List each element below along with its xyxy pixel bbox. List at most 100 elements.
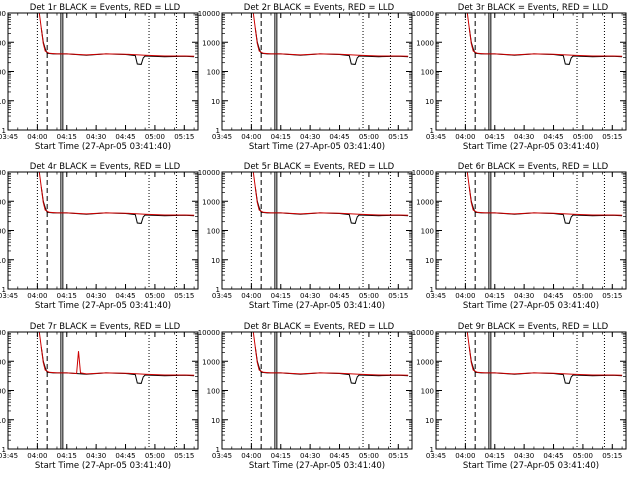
x-tick-label: 04:45	[543, 292, 563, 300]
detector-plot-2: Det 2r BLACK = Events, RED = LLD 1 10 100 10…	[198, 3, 413, 152]
x-tick-label: 04:00	[455, 452, 475, 460]
x-tick-label: 05:15	[388, 452, 408, 460]
x-tick-label: 04:45	[329, 292, 349, 300]
x-tick-label: 04:00	[455, 133, 475, 141]
series-line-events	[254, 187, 409, 224]
y-tick-label: 10000	[412, 329, 434, 337]
plot-title: Det 9r BLACK = Events, RED = LLD	[458, 322, 609, 332]
y-tick-label: 10	[425, 257, 434, 265]
y-tick-label: 1	[216, 127, 220, 135]
series-line-events	[468, 28, 623, 65]
plot-frame	[435, 331, 627, 450]
x-tick-label: 04:45	[115, 133, 135, 141]
y-tick-label: 100	[421, 228, 434, 236]
y-tick-label: 1	[430, 127, 434, 135]
detector-plot-9: Det 9r BLACK = Events, RED = LLD 1 10 100 10…	[412, 322, 627, 471]
y-tick-label: 1000	[202, 198, 220, 206]
y-tick-label: 1	[430, 286, 434, 294]
x-tick-label: 03:45	[212, 452, 232, 460]
x-tick-label: 04:00	[27, 133, 47, 141]
detector-plot-3: Det 3r BLACK = Events, RED = LLD 1 10 100 10…	[412, 3, 627, 152]
y-tick-label: 100	[0, 228, 6, 236]
series-line-events	[468, 347, 623, 384]
x-tick-label: 04:45	[543, 452, 563, 460]
x-tick-label: 04:00	[241, 292, 261, 300]
x-tick-label: 05:15	[602, 133, 622, 141]
x-tick-label: 04:00	[27, 292, 47, 300]
x-tick-label: 04:30	[86, 133, 106, 141]
x-axis-label: Start Time (27-Apr-05 03:41:40)	[463, 142, 599, 152]
y-tick-label: 1000	[0, 39, 6, 47]
x-axis-label: Start Time (27-Apr-05 03:41:40)	[35, 461, 171, 471]
x-axis-label: Start Time (27-Apr-05 03:41:40)	[35, 301, 171, 311]
x-tick-label: 03:45	[0, 452, 18, 460]
y-tick-label: 10	[0, 257, 6, 265]
x-tick-label: 03:45	[426, 452, 446, 460]
x-tick-label: 04:30	[300, 292, 320, 300]
x-tick-label: 05:00	[145, 292, 165, 300]
x-tick-label: 04:45	[115, 292, 135, 300]
x-tick-label: 05:15	[388, 292, 408, 300]
x-tick-label: 04:15	[271, 133, 291, 141]
x-tick-label: 05:15	[174, 292, 194, 300]
plot-title: Det 4r BLACK = Events, RED = LLD	[30, 162, 181, 172]
x-tick-label: 04:00	[241, 133, 261, 141]
y-tick-label: 10	[425, 417, 434, 425]
plot-title: Det 3r BLACK = Events, RED = LLD	[458, 3, 609, 13]
y-tick-label: 10000	[0, 10, 6, 18]
x-tick-label: 05:15	[174, 133, 194, 141]
series-line-events	[40, 28, 195, 65]
plot-frame	[435, 171, 627, 290]
plot-title: Det 1r BLACK = Events, RED = LLD	[30, 3, 181, 13]
x-tick-label: 05:00	[573, 452, 593, 460]
x-tick-label: 04:15	[271, 452, 291, 460]
plot-frame	[7, 331, 199, 450]
y-tick-label: 1	[216, 286, 220, 294]
x-tick-label: 04:45	[115, 452, 135, 460]
x-tick-label: 05:00	[359, 292, 379, 300]
y-tick-label: 100	[207, 228, 220, 236]
x-tick-label: 03:45	[426, 292, 446, 300]
y-tick-label: 100	[0, 69, 6, 77]
detector-plot-5: Det 5r BLACK = Events, RED = LLD 1 10 100 10…	[198, 162, 413, 311]
plot-title: Det 5r BLACK = Events, RED = LLD	[244, 162, 395, 172]
x-tick-label: 05:15	[174, 452, 194, 460]
series-line-lld	[466, 332, 623, 376]
series-line-lld	[38, 172, 195, 216]
y-tick-label: 1000	[202, 358, 220, 366]
series-line-lld	[252, 172, 409, 216]
y-tick-label: 10	[211, 417, 220, 425]
x-tick-label: 04:30	[514, 452, 534, 460]
y-tick-label: 10	[0, 98, 6, 106]
y-tick-label: 1	[430, 446, 434, 454]
x-axis-label: Start Time (27-Apr-05 03:41:40)	[463, 461, 599, 471]
x-tick-label: 04:00	[27, 452, 47, 460]
series-line-lld	[466, 13, 623, 57]
y-tick-label: 1	[2, 446, 6, 454]
plot-frame	[7, 171, 199, 290]
y-tick-label: 100	[207, 388, 220, 396]
x-tick-label: 05:00	[145, 133, 165, 141]
x-tick-label: 04:15	[57, 452, 77, 460]
x-tick-label: 04:15	[485, 133, 505, 141]
series-line-events	[468, 187, 623, 224]
series-line-lld	[252, 332, 409, 376]
x-tick-label: 04:15	[485, 452, 505, 460]
y-tick-label: 1	[2, 127, 6, 135]
detector-plot-7: Det 7r BLACK = Events, RED = LLDCounts/s…	[0, 322, 199, 471]
x-axis-label: Start Time (27-Apr-05 03:41:40)	[249, 142, 385, 152]
y-tick-label: 10	[211, 98, 220, 106]
plot-frame	[221, 12, 413, 131]
y-tick-label: 100	[0, 388, 6, 396]
x-tick-label: 05:00	[145, 452, 165, 460]
series-line-events	[254, 347, 409, 384]
detector-plot-4: Det 4r BLACK = Events, RED = LLDCounts/s…	[0, 162, 199, 311]
series-line-lld	[466, 172, 623, 216]
y-tick-label: 10000	[198, 169, 220, 177]
plot-title: Det 8r BLACK = Events, RED = LLD	[244, 322, 395, 332]
y-tick-label: 10000	[0, 169, 6, 177]
detector-plot-6: Det 6r BLACK = Events, RED = LLD 1 10 100 10…	[412, 162, 627, 311]
y-tick-label: 10	[211, 257, 220, 265]
x-tick-label: 04:45	[329, 133, 349, 141]
series-line-events	[254, 28, 409, 65]
